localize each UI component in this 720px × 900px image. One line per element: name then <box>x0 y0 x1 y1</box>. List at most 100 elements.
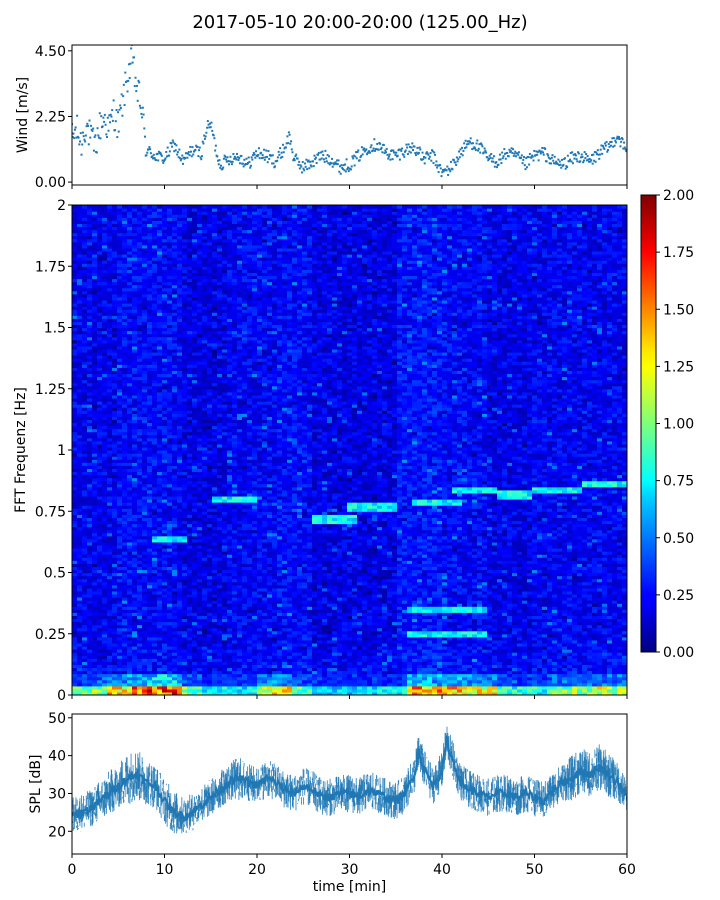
wind-point <box>573 158 575 160</box>
wind-point <box>500 162 502 164</box>
wind-point <box>405 144 407 146</box>
wind-point <box>403 154 405 156</box>
wind-point <box>124 72 126 74</box>
wind-point <box>238 159 240 161</box>
wind-point <box>362 153 364 155</box>
wind-point <box>579 160 581 162</box>
wind-point <box>544 148 546 150</box>
wind-point <box>618 136 620 138</box>
wind-point <box>107 117 109 119</box>
wind-point <box>475 149 477 151</box>
wind-point <box>289 143 291 145</box>
wind-point <box>599 153 601 155</box>
wind-point <box>249 167 251 169</box>
wind-point <box>623 142 625 144</box>
wind-point <box>176 154 178 156</box>
wind-point <box>346 158 348 160</box>
wind-point <box>220 165 222 167</box>
wind-point <box>465 146 467 148</box>
wind-point <box>526 166 528 168</box>
wind-point <box>493 155 495 157</box>
wind-point <box>205 132 207 134</box>
wind-point <box>109 121 111 123</box>
wind-point <box>178 149 180 151</box>
wind-point <box>267 150 269 152</box>
wind-point <box>110 114 112 116</box>
wind-point <box>242 163 244 165</box>
wind-point <box>560 167 562 169</box>
wind-point <box>505 158 507 160</box>
wind-point <box>587 155 589 157</box>
wind-point <box>457 160 459 162</box>
wind-point <box>582 161 584 163</box>
wind-point <box>90 125 92 127</box>
wind-point <box>434 154 436 156</box>
wind-point <box>267 161 269 163</box>
wind-point <box>345 170 347 172</box>
wind-point <box>413 146 415 148</box>
wind-point <box>615 141 617 143</box>
wind-point <box>116 136 118 138</box>
spectrogram-cell <box>172 205 178 209</box>
wind-point <box>606 141 608 143</box>
wind-point <box>520 157 522 159</box>
wind-point <box>462 154 464 156</box>
wind-point <box>354 156 356 158</box>
wind-point <box>264 159 266 161</box>
wind-ytick-label: 4.50 <box>35 44 66 60</box>
wind-point <box>304 162 306 164</box>
wind-point <box>248 161 250 163</box>
wind-point <box>406 147 408 149</box>
wind-point <box>218 163 220 165</box>
wind-point <box>332 166 334 168</box>
wind-point <box>134 85 136 87</box>
wind-point <box>258 147 260 149</box>
wind-point <box>142 107 144 109</box>
wind-point <box>133 56 135 58</box>
wind-ylabel: Wind [m/s] <box>15 77 31 153</box>
spectrogram-cell <box>162 205 168 209</box>
wind-point <box>550 162 552 164</box>
wind-point <box>481 145 483 147</box>
wind-point <box>157 159 159 161</box>
wind-point <box>502 157 504 159</box>
wind-point <box>608 143 610 145</box>
wind-point <box>496 166 498 168</box>
wind-point <box>494 166 496 168</box>
wind-point <box>576 158 578 160</box>
wind-point <box>202 141 204 143</box>
wind-point <box>83 135 85 137</box>
wind-point <box>463 142 465 144</box>
wind-point <box>121 115 123 117</box>
wind-point <box>75 126 77 128</box>
wind-point <box>523 156 525 158</box>
wind-point <box>156 153 158 155</box>
wind-point <box>449 170 451 172</box>
wind-point <box>510 150 512 152</box>
spectrogram-cell <box>132 205 138 209</box>
wind-point <box>282 144 284 146</box>
wind-point <box>227 156 229 158</box>
wind-point <box>80 132 82 134</box>
wind-point <box>204 138 206 140</box>
wind-point <box>365 148 367 150</box>
wind-point <box>436 167 438 169</box>
wind-point <box>283 151 285 153</box>
wind-point <box>300 166 302 168</box>
wind-point <box>557 159 559 161</box>
spectrogram-cell <box>72 205 78 209</box>
spectrogram-cell <box>147 205 153 209</box>
wind-point <box>495 161 497 163</box>
wind-point <box>552 154 554 156</box>
wind-point <box>168 155 170 157</box>
wind-point <box>243 159 245 161</box>
wind-point <box>278 151 280 153</box>
wind-point <box>424 162 426 164</box>
wind-point <box>543 154 545 156</box>
wind-point <box>527 156 529 158</box>
wind-point <box>288 131 290 133</box>
wind-point <box>581 156 583 158</box>
wind-point <box>389 159 391 161</box>
wind-point <box>484 150 486 152</box>
